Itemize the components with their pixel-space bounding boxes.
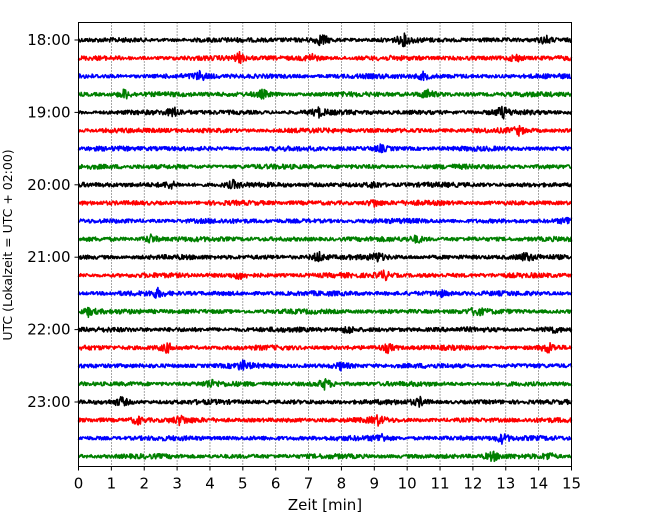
trace-1815 [77,50,573,65]
x-tick-label: 12 [463,475,482,493]
trace-2300 [77,395,573,408]
y-tick-label: 23:00 [27,393,70,411]
y-axis-label: UTC (Lokalzeit = UTC + 02:00) [0,149,15,340]
trace-2115 [77,269,573,282]
trace-1930 [77,143,573,154]
x-tick-label: 0 [74,475,84,493]
trace-1945 [78,163,573,170]
trace-2215 [77,342,573,355]
trace-2130 [77,286,573,299]
trace-1830 [78,69,572,82]
trace-2230 [77,359,573,372]
y-tick-label: 18:00 [27,31,70,49]
trace-2145 [78,306,573,319]
x-tick-label: 14 [529,475,548,493]
trace-2345 [78,450,572,463]
x-axis-ticks: 0 1 2 3 4 5 6 7 8 9 10 11 12 13 14 15 [74,466,581,493]
y-tick-label: 21:00 [27,248,70,266]
trace-1915 [78,124,573,137]
y-tick-label: 20:00 [27,176,70,194]
y-tick-label: 19:00 [27,103,70,121]
y-axis-ticks: 18:00 19:00 20:00 21:00 22:00 23:00 [27,31,79,411]
x-tick-label: 13 [496,475,515,493]
grid-lines [111,22,539,467]
trace-1845 [77,88,573,100]
trace-1800 [77,32,573,48]
trace-2000 [77,178,573,190]
trace-2245 [77,378,573,391]
x-tick-label: 5 [238,475,248,493]
trace-2330 [77,432,573,445]
x-tick-label: 3 [172,475,182,493]
trace-1900 [78,105,573,120]
x-tick-label: 7 [304,475,314,493]
x-axis-label: Zeit [min] [288,496,362,514]
x-tick-label: 2 [139,475,149,493]
x-tick-label: 1 [107,475,117,493]
x-tick-label: 4 [205,475,215,493]
x-tick-label: 8 [337,475,347,493]
trace-2200 [77,326,573,335]
x-tick-label: 10 [398,475,417,493]
trace-2100 [78,250,573,263]
x-tick-label: 15 [562,475,581,493]
y-tick-label: 22:00 [27,321,70,339]
plot-frame [78,22,572,467]
x-tick-label: 11 [430,475,449,493]
trace-2315 [77,414,573,427]
trace-2015 [77,199,573,208]
trace-2030 [77,216,573,225]
trace-2045 [78,233,573,244]
x-tick-label: 9 [370,475,380,493]
trace-group [77,32,573,463]
x-tick-label: 6 [271,475,281,493]
